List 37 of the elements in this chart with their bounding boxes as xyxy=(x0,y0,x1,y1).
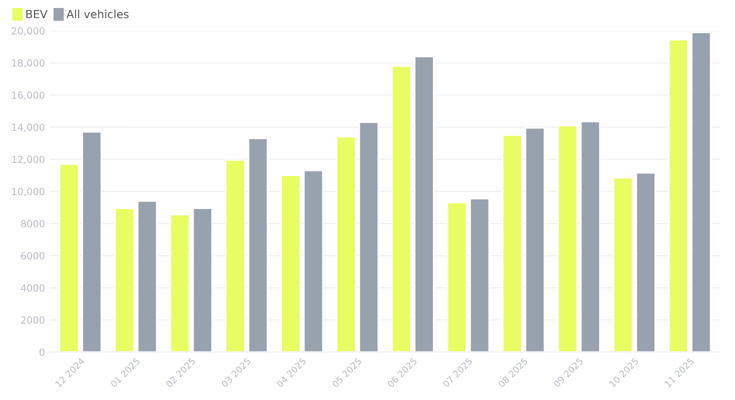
y-tick-label: 16,000 xyxy=(12,92,44,100)
y-tick-label: 8000 xyxy=(21,220,44,228)
y-tick-label: 4000 xyxy=(20,284,44,292)
bar xyxy=(192,208,213,352)
bar xyxy=(58,163,80,352)
y-tick-label: 12,000 xyxy=(12,156,44,164)
y-tick-label: 2000 xyxy=(21,316,44,324)
bar xyxy=(114,208,135,352)
y-tick-label: 10,000 xyxy=(12,188,44,196)
bar xyxy=(636,172,656,352)
bar xyxy=(248,138,268,352)
y-tick-label: 20,000 xyxy=(12,27,44,36)
bar xyxy=(137,200,158,352)
bar xyxy=(336,136,356,352)
legend-label: All vehicles xyxy=(66,10,129,18)
bar xyxy=(391,65,412,352)
bar xyxy=(691,32,712,352)
y-tick-label: 18,000 xyxy=(12,59,44,68)
y-tick-label: 14,000 xyxy=(12,124,44,132)
bar xyxy=(225,159,246,352)
bar xyxy=(358,122,379,352)
bar xyxy=(558,124,578,352)
legend-label: BEV xyxy=(26,10,48,18)
bar xyxy=(524,127,546,352)
bar xyxy=(82,131,102,352)
bar xyxy=(612,177,634,352)
bar xyxy=(469,198,490,352)
y-tick-label: 0 xyxy=(40,348,44,356)
bar xyxy=(580,120,601,352)
bar xyxy=(446,202,467,352)
bar xyxy=(280,174,301,352)
bar xyxy=(170,214,190,352)
bar xyxy=(303,170,324,352)
bar xyxy=(668,38,689,352)
y-tick-label: 6000 xyxy=(21,252,44,260)
bar xyxy=(414,56,434,352)
bar xyxy=(502,134,522,352)
